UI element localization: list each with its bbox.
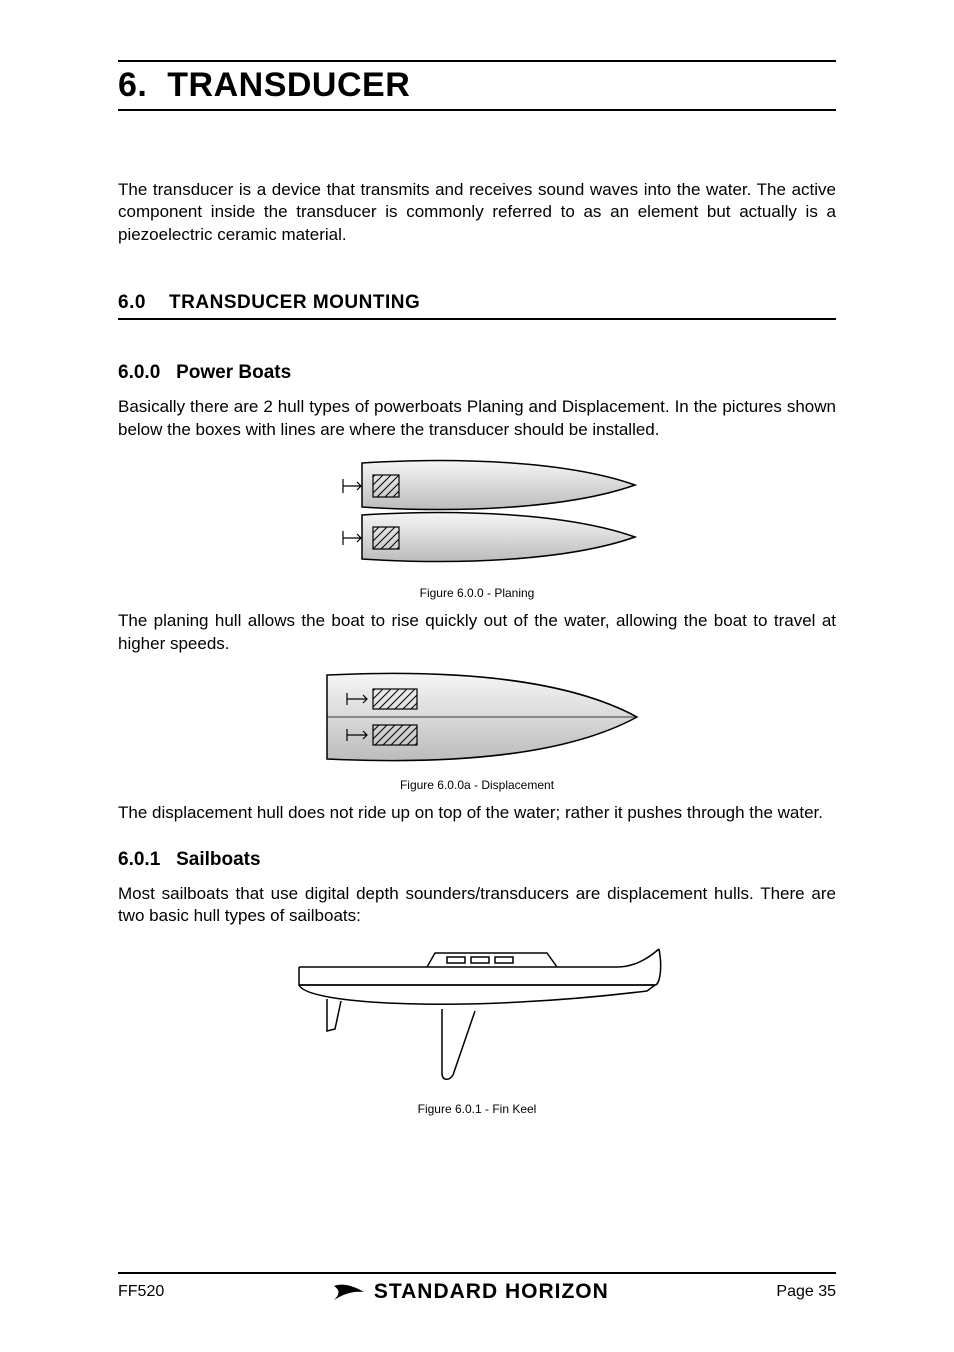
- footer-model: FF520: [118, 1283, 164, 1301]
- subsection-2-number: 6.0.1: [118, 849, 160, 870]
- top-rule: [118, 60, 836, 62]
- section-heading: 6.0 TRANSDUCER MOUNTING: [118, 292, 836, 318]
- sub1-paragraph-3: The displacement hull does not ride up o…: [118, 802, 836, 824]
- footer-brand: STANDARD HORIZON: [164, 1280, 776, 1304]
- subsection-2-title: Sailboats: [176, 849, 260, 870]
- footer-brand-text: STANDARD HORIZON: [374, 1280, 609, 1304]
- page-footer: FF520 STANDARD HORIZON Page 35: [118, 1272, 836, 1304]
- sub2-paragraph-1: Most sailboats that use digital depth so…: [118, 883, 836, 928]
- sub1-paragraph-2: The planing hull allows the boat to rise…: [118, 610, 836, 655]
- figure-fin-keel: Figure 6.0.1 - Fin Keel: [118, 941, 836, 1116]
- chapter-title-text: TRANSDUCER: [167, 66, 410, 104]
- section-title: TRANSDUCER MOUNTING: [169, 292, 420, 313]
- brand-swoosh-icon: [332, 1282, 366, 1302]
- section-underline: [118, 318, 836, 320]
- chapter-title: 6. TRANSDUCER: [118, 66, 836, 107]
- figure-displacement: Figure 6.0.0a - Displacement: [118, 669, 836, 792]
- sub1-paragraph-1: Basically there are 2 hull types of powe…: [118, 396, 836, 441]
- footer-page-number: Page 35: [776, 1283, 836, 1301]
- footer-rule: [118, 1272, 836, 1274]
- section-number: 6.0: [118, 292, 146, 313]
- planing-hull-diagram: [307, 455, 647, 575]
- figure-fin-keel-caption: Figure 6.0.1 - Fin Keel: [118, 1102, 836, 1116]
- subsection-1-title: Power Boats: [176, 362, 291, 383]
- intro-paragraph: The transducer is a device that transmit…: [118, 179, 836, 246]
- title-underline: [118, 109, 836, 111]
- subsection-2-heading: 6.0.1 Sailboats: [118, 849, 836, 871]
- chapter-number: 6.: [118, 66, 147, 104]
- displacement-hull-diagram: [307, 669, 647, 767]
- figure-planing-caption: Figure 6.0.0 - Planing: [118, 586, 836, 600]
- figure-displacement-caption: Figure 6.0.0a - Displacement: [118, 778, 836, 792]
- fin-keel-diagram: [287, 941, 667, 1091]
- figure-planing: Figure 6.0.0 - Planing: [118, 455, 836, 600]
- subsection-1-heading: 6.0.0 Power Boats: [118, 362, 836, 384]
- subsection-1-number: 6.0.0: [118, 362, 160, 383]
